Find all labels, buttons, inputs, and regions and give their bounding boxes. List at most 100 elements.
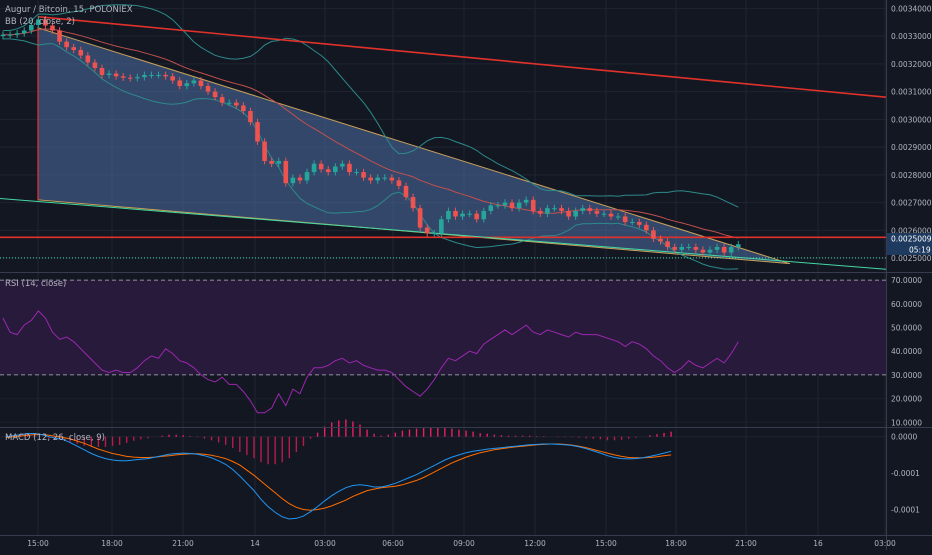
candle-body bbox=[106, 73, 112, 75]
candle-body bbox=[530, 199, 536, 211]
candle-body bbox=[226, 102, 232, 104]
rsi-indicator-label[interactable]: RSI (14, close) bbox=[5, 279, 66, 289]
candle-body bbox=[417, 208, 423, 228]
candle-body bbox=[523, 199, 529, 203]
countdown-tag-text: 05:19 bbox=[909, 246, 931, 255]
last-price-tag-text: 0.00250099 bbox=[891, 235, 932, 244]
candle-body bbox=[177, 80, 183, 87]
bb-lower-band bbox=[3, 38, 739, 270]
candle-body bbox=[735, 244, 741, 248]
candle-body bbox=[170, 76, 175, 81]
price-tick-label: 0.00340000 bbox=[891, 4, 932, 13]
candle-body bbox=[50, 25, 55, 31]
candle-body bbox=[290, 177, 296, 184]
candle-body bbox=[311, 163, 317, 173]
candle-body bbox=[446, 210, 451, 220]
candle-body bbox=[135, 77, 140, 79]
candle-body bbox=[234, 102, 239, 106]
candle-body bbox=[502, 202, 508, 206]
candle-body bbox=[142, 74, 147, 78]
candle-body bbox=[283, 160, 289, 184]
candle-body bbox=[368, 177, 373, 181]
candle-body bbox=[601, 213, 607, 215]
time-tick-label: 06:00 bbox=[382, 539, 404, 548]
candle-body bbox=[156, 74, 161, 76]
candle-body bbox=[608, 213, 614, 217]
candle-body bbox=[92, 62, 98, 68]
last-price-tag bbox=[887, 233, 932, 244]
price-tick-label: 0.00300000 bbox=[891, 115, 932, 124]
candle-body bbox=[85, 55, 91, 63]
candle-body bbox=[184, 83, 190, 87]
rsi-pane bbox=[0, 279, 886, 414]
candle-body bbox=[276, 160, 282, 164]
candle-body bbox=[714, 247, 720, 250]
candle-body bbox=[665, 241, 670, 248]
rsi-line bbox=[2, 310, 739, 414]
macd-tick-label: -0.0001 bbox=[891, 506, 920, 515]
candle-body bbox=[304, 172, 310, 181]
rsi-band-fill bbox=[0, 280, 886, 375]
candle-body bbox=[21, 30, 27, 34]
candle-body bbox=[28, 24, 34, 31]
rsi-tick-label: 10.0000 bbox=[891, 418, 922, 427]
bb-basis bbox=[3, 28, 739, 239]
candle-body bbox=[198, 80, 204, 87]
candle-body bbox=[481, 210, 487, 220]
candle-body bbox=[205, 86, 211, 92]
candle-body bbox=[566, 210, 571, 217]
candle-body bbox=[64, 41, 69, 48]
price-tick-label: 0.00280000 bbox=[891, 171, 932, 180]
candle-body bbox=[721, 247, 727, 253]
candle-body bbox=[651, 230, 656, 239]
time-tick-label: 18:00 bbox=[101, 539, 123, 548]
candle-body bbox=[509, 202, 515, 209]
candle-body bbox=[99, 68, 105, 75]
candle-body bbox=[552, 208, 557, 210]
candle-body bbox=[707, 249, 713, 253]
time-tick-label: 14 bbox=[250, 539, 260, 548]
time-tick-label: 21:00 bbox=[735, 539, 757, 548]
bb-indicator-label[interactable]: BB (20, close, 2) bbox=[5, 17, 75, 27]
price-tick-label: 0.00290000 bbox=[891, 143, 932, 152]
candle-body bbox=[120, 76, 126, 78]
macd-indicator-label[interactable]: MACD (12, 26, close, 9) bbox=[5, 433, 105, 443]
candle-body bbox=[431, 233, 437, 235]
upper-resistance-line bbox=[37, 15, 887, 98]
candle-body bbox=[269, 160, 274, 164]
candle-body bbox=[410, 197, 416, 209]
candle-body bbox=[191, 80, 197, 84]
candle-body bbox=[212, 91, 218, 98]
price-tick-label: 0.00320000 bbox=[891, 60, 932, 69]
candle-body bbox=[361, 172, 366, 178]
price-tick-label: 0.00310000 bbox=[891, 88, 932, 97]
candle-body bbox=[375, 177, 381, 181]
candle-body bbox=[325, 169, 331, 173]
candle-body bbox=[36, 19, 41, 25]
time-tick-label: 15:00 bbox=[27, 539, 49, 548]
candle-body bbox=[488, 205, 494, 211]
candle-body bbox=[644, 224, 649, 231]
candle-body bbox=[538, 210, 543, 214]
candle-body bbox=[163, 74, 168, 77]
candle-body bbox=[587, 208, 593, 211]
candle-body bbox=[332, 166, 338, 173]
candle-body bbox=[389, 177, 395, 181]
candle-body bbox=[453, 210, 458, 217]
candle-body bbox=[262, 141, 267, 161]
candle-body bbox=[629, 222, 635, 224]
time-tick-label: 03:00 bbox=[874, 539, 896, 548]
axes: 0.00340000 0.00330000 0.00320000 0.00310000… bbox=[27, 4, 932, 548]
symbol-title[interactable]: Augur / Bitcoin, 15, POLONIEX bbox=[5, 5, 133, 15]
candle-body bbox=[495, 205, 501, 207]
rsi-tick-label: 60.0000 bbox=[891, 300, 922, 309]
price-pane bbox=[0, 4, 887, 270]
price-tick-label: 0.00330000 bbox=[891, 32, 932, 41]
macd-tick-label: 0.0000 bbox=[891, 433, 917, 442]
candle-body bbox=[57, 30, 62, 42]
macd-pane bbox=[0, 419, 886, 520]
candle-body bbox=[615, 216, 621, 218]
candle-body bbox=[248, 111, 253, 123]
